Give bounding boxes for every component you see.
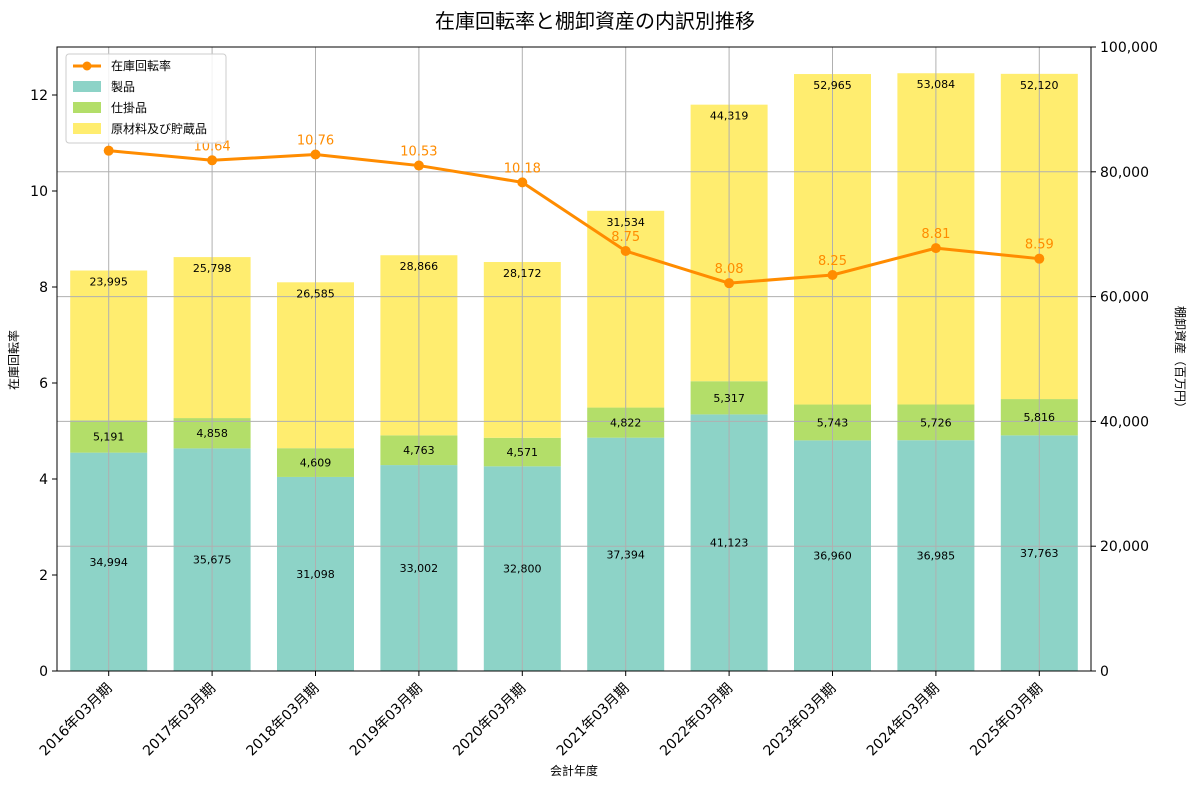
y-axis-right-label: 棚卸資産（百万円） bbox=[1173, 306, 1188, 414]
legend-label-3: 原材料及び貯蔵品 bbox=[111, 122, 207, 136]
bar-label-2-3: 4,609 bbox=[300, 457, 332, 470]
legend-swatch-1 bbox=[73, 81, 101, 92]
x-tick-label-5: 2020年03月期 bbox=[450, 681, 529, 760]
legend-label-line: 在庫回転率 bbox=[111, 58, 171, 73]
legend-label-1: 製品 bbox=[111, 80, 135, 94]
x-tick-label-3: 2018年03月期 bbox=[244, 681, 323, 760]
plot-frame bbox=[56, 46, 1092, 672]
y-left-tick-label-4: 6 bbox=[39, 376, 48, 392]
bar-label-3-10: 52,120 bbox=[1020, 79, 1059, 92]
bar-label-1-2: 35,675 bbox=[193, 554, 232, 567]
bar-label-2-10: 5,816 bbox=[1024, 411, 1056, 424]
x-tick-label-6: 2021年03月期 bbox=[554, 681, 633, 760]
y-left-tick-label-7: 12 bbox=[30, 88, 48, 104]
x-tick-label-1: 2016年03月期 bbox=[37, 681, 116, 760]
turnover-label-10: 8.59 bbox=[1025, 238, 1054, 253]
bar-label-3-6: 31,534 bbox=[606, 216, 645, 229]
bar-label-2-7: 5,317 bbox=[713, 392, 745, 405]
legend-swatch-marker bbox=[82, 61, 92, 71]
bar-label-1-9: 36,985 bbox=[917, 550, 956, 563]
bar-label-1-8: 36,960 bbox=[813, 550, 852, 563]
y-left-tick-label-6: 10 bbox=[30, 184, 48, 200]
legend-swatch-2 bbox=[73, 102, 101, 113]
y-right-tick-label-3: 40,000 bbox=[1100, 414, 1149, 430]
bar-label-2-8: 5,743 bbox=[817, 416, 849, 429]
y-right-tick-label-5: 80,000 bbox=[1100, 165, 1149, 181]
turnover-label-6: 8.75 bbox=[611, 230, 640, 245]
bar-label-2-1: 5,191 bbox=[93, 430, 125, 443]
y-left-tick-label-2: 2 bbox=[39, 568, 48, 584]
bar-labels-layer: 34,994 5,191 23,995 35,675 4,858 25,798 31,098… bbox=[89, 78, 1058, 581]
y-right-tick-label-2: 20,000 bbox=[1100, 539, 1149, 555]
turnover-label-9: 8.81 bbox=[921, 227, 950, 242]
turnover-point-2 bbox=[207, 155, 218, 166]
turnover-label-3: 10.76 bbox=[297, 134, 334, 149]
turnover-point-8 bbox=[827, 270, 838, 280]
y-left-tick-label-5: 8 bbox=[39, 280, 48, 296]
turnover-point-7 bbox=[724, 278, 735, 289]
bar-label-2-6: 4,822 bbox=[610, 417, 642, 430]
turnover-point-9 bbox=[930, 243, 941, 254]
turnover-point-5 bbox=[517, 177, 528, 188]
turnover-line bbox=[108, 149, 1040, 285]
bar-label-3-2: 25,798 bbox=[193, 262, 232, 275]
y-right-tick-label-4: 60,000 bbox=[1100, 290, 1149, 306]
y-right-tick-label-1: 0 bbox=[1100, 664, 1109, 680]
x-axis-label: 会計年度 bbox=[550, 763, 598, 778]
legend-swatch-3 bbox=[73, 123, 101, 134]
bar-label-3-9: 53,084 bbox=[917, 78, 956, 91]
turnover-point-6 bbox=[620, 246, 631, 256]
bar-label-1-6: 37,394 bbox=[606, 548, 645, 561]
turnover-point-3 bbox=[310, 149, 321, 160]
y-axis-left-label: 在庫回転率 bbox=[6, 330, 21, 390]
chart-title: 在庫回転率と棚卸資産の内訳別推移 bbox=[435, 9, 755, 33]
bar-label-1-7: 41,123 bbox=[710, 537, 749, 550]
x-tick-label-8: 2023年03月期 bbox=[761, 681, 840, 760]
turnover-label-5: 10.18 bbox=[504, 161, 541, 176]
bar-label-3-4: 28,866 bbox=[400, 260, 439, 273]
legend-box bbox=[65, 53, 227, 144]
bar-label-3-7: 44,319 bbox=[710, 110, 749, 123]
bar-label-3-1: 23,995 bbox=[89, 276, 128, 289]
bars-layer bbox=[70, 73, 1078, 671]
bar-label-2-2: 4,858 bbox=[196, 427, 228, 440]
turnover-point-4 bbox=[413, 160, 424, 171]
turnover-point-1 bbox=[103, 145, 114, 156]
bar-label-3-8: 52,965 bbox=[813, 79, 852, 92]
x-tick-label-9: 2024年03月期 bbox=[864, 681, 943, 760]
bar-label-1-10: 37,763 bbox=[1020, 547, 1059, 560]
y-right-tick-label-6: 100,000 bbox=[1100, 40, 1158, 56]
x-tick-label-7: 2022年03月期 bbox=[657, 681, 736, 760]
turnover-label-8: 8.25 bbox=[818, 254, 847, 269]
x-tick-label-10: 2025年03月期 bbox=[967, 681, 1046, 760]
turnover-point-10 bbox=[1034, 253, 1045, 264]
y-left-tick-label-3: 4 bbox=[39, 472, 48, 488]
y-left-tick-label-1: 0 bbox=[39, 664, 48, 680]
x-tick-label-4: 2019年03月期 bbox=[347, 681, 426, 760]
bar-label-2-9: 5,726 bbox=[920, 416, 952, 429]
bar-label-2-4: 4,763 bbox=[403, 444, 435, 457]
bar-label-1-4: 33,002 bbox=[400, 562, 439, 575]
bar-label-1-5: 32,800 bbox=[503, 563, 542, 576]
legend-label-2: 仕掛品 bbox=[111, 100, 147, 115]
turnover-label-4: 10.53 bbox=[400, 145, 437, 160]
x-tick-label-2: 2017年03月期 bbox=[140, 681, 219, 760]
bar-label-1-3: 31,098 bbox=[296, 568, 335, 581]
bar-label-3-3: 26,585 bbox=[296, 287, 335, 300]
bar-label-2-5: 4,571 bbox=[507, 446, 539, 459]
turnover-label-7: 8.08 bbox=[715, 262, 744, 277]
bar-label-1-1: 34,994 bbox=[89, 556, 128, 569]
bar-label-3-5: 28,172 bbox=[503, 267, 542, 280]
